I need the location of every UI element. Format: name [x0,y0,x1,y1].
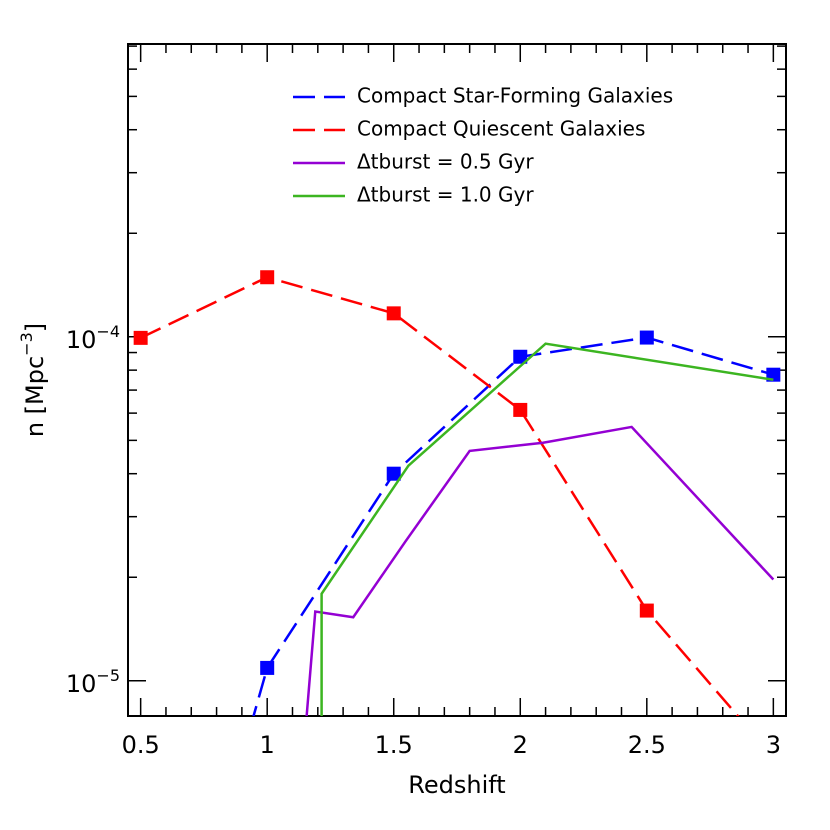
series-line [140,275,740,716]
x-tick-label: 1 [260,731,275,759]
x-tick-label: 0.5 [122,731,160,759]
series-line [252,336,774,716]
legend-label: Compact Star-Forming Galaxies [357,84,673,108]
y-tick-label: 10−5 [66,665,120,698]
series-line [320,342,774,716]
legend-label: Compact Quiescent Galaxies [357,117,645,141]
data-marker [235,750,249,764]
x-tick-label: 2 [513,731,528,759]
series-line [305,425,775,716]
x-tick-label: 3 [766,731,781,759]
plot-area [133,270,781,764]
legend-label: Δtburst = 0.5 Gyr [357,150,534,174]
data-marker [639,603,654,618]
y-axis-label: n [Mpc−3] [17,323,50,437]
plot-frame [127,43,787,717]
x-tick-label: 2.5 [628,731,666,759]
data-marker [133,330,148,345]
legend-label: Δtburst = 1.0 Gyr [357,183,534,207]
data-marker [260,270,275,285]
data-marker [386,466,401,481]
y-tick-label: 10−4 [66,321,120,354]
data-marker [639,330,654,345]
data-marker [260,660,275,675]
x-axis-label: Redshift [408,771,505,799]
data-marker [513,349,528,364]
data-marker [386,306,401,321]
data-marker [513,402,528,417]
x-tick-label: 1.5 [375,731,413,759]
